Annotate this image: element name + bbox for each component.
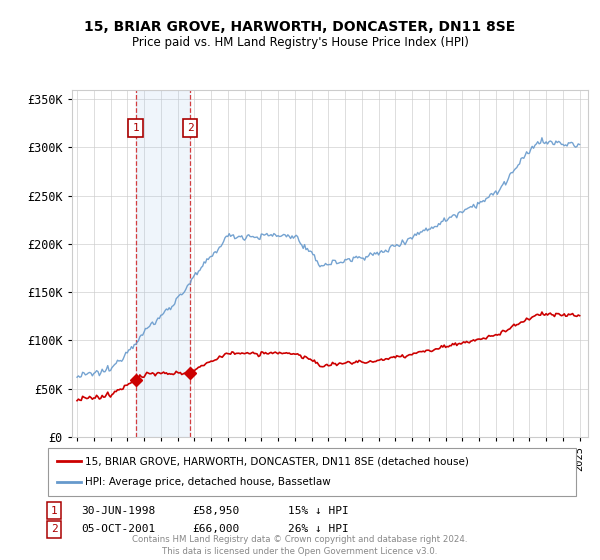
Text: Price paid vs. HM Land Registry's House Price Index (HPI): Price paid vs. HM Land Registry's House … (131, 36, 469, 49)
Text: 26% ↓ HPI: 26% ↓ HPI (288, 524, 349, 534)
Text: £58,950: £58,950 (192, 506, 239, 516)
Text: 1: 1 (132, 123, 139, 133)
Text: 15, BRIAR GROVE, HARWORTH, DONCASTER, DN11 8SE (detached house): 15, BRIAR GROVE, HARWORTH, DONCASTER, DN… (85, 456, 469, 466)
Text: HPI: Average price, detached house, Bassetlaw: HPI: Average price, detached house, Bass… (85, 477, 331, 487)
Text: 30-JUN-1998: 30-JUN-1998 (81, 506, 155, 516)
Text: 2: 2 (50, 524, 58, 534)
Text: Contains HM Land Registry data © Crown copyright and database right 2024.
This d: Contains HM Land Registry data © Crown c… (132, 535, 468, 556)
Text: £66,000: £66,000 (192, 524, 239, 534)
Text: 1: 1 (50, 506, 58, 516)
Text: 15% ↓ HPI: 15% ↓ HPI (288, 506, 349, 516)
Bar (136, 90, 190, 437)
Text: 2: 2 (187, 123, 193, 133)
Text: 05-OCT-2001: 05-OCT-2001 (81, 524, 155, 534)
Text: 15, BRIAR GROVE, HARWORTH, DONCASTER, DN11 8SE: 15, BRIAR GROVE, HARWORTH, DONCASTER, DN… (85, 20, 515, 34)
